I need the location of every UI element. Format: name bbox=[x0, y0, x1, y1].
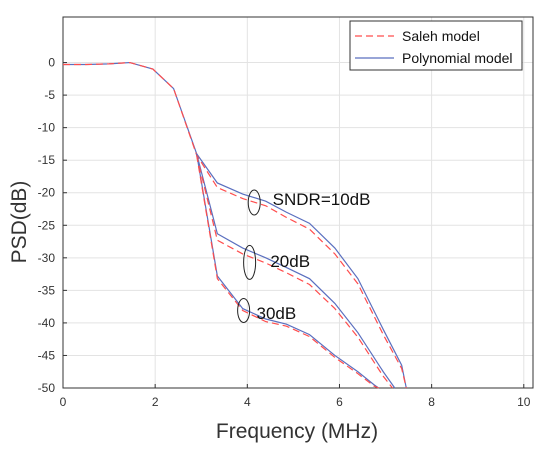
x-tick-label: 8 bbox=[428, 395, 435, 409]
saleh-line-30db bbox=[196, 154, 379, 389]
y-tick-label: 0 bbox=[48, 56, 55, 70]
annotation-label-2: 30dB bbox=[257, 304, 297, 323]
legend: Saleh model Polynomial model bbox=[349, 20, 523, 71]
y-axis-ticks: 0 -5 -10 -15 -20 -25 -30 -35 -40 -45 -50 bbox=[38, 56, 67, 395]
group-ellipse-2 bbox=[237, 298, 251, 324]
x-axis-ticks: 0 2 4 6 8 10 bbox=[60, 384, 531, 409]
saleh-line-sndr-10db bbox=[63, 61, 407, 389]
annotation-labels: SNDR=10dB 20dB 30dB bbox=[257, 190, 371, 323]
y-tick-label: -20 bbox=[38, 186, 56, 200]
x-axis-title: Frequency (MHz) bbox=[216, 420, 378, 443]
y-tick-label: -5 bbox=[44, 88, 55, 102]
y-tick-label: -25 bbox=[38, 218, 56, 232]
x-tick-label: 10 bbox=[517, 395, 531, 409]
y-tick-label: -30 bbox=[38, 251, 56, 265]
x-tick-label: 4 bbox=[244, 395, 251, 409]
polynomial-line-30db bbox=[196, 153, 379, 389]
y-tick-label: -40 bbox=[38, 316, 56, 330]
y-tick-label: -50 bbox=[38, 381, 56, 395]
saleh-line-20db bbox=[196, 154, 393, 389]
y-tick-label: -10 bbox=[38, 121, 56, 135]
legend-label-saleh: Saleh model bbox=[402, 28, 480, 44]
y-tick-label: -35 bbox=[38, 283, 56, 297]
x-tick-label: 0 bbox=[60, 395, 67, 409]
y-axis-title: PSD(dB) bbox=[8, 181, 31, 264]
grid-lines bbox=[62, 17, 533, 389]
y-tick-label: -15 bbox=[38, 153, 56, 167]
x-tick-label: 2 bbox=[152, 395, 159, 409]
polynomial-line-20db bbox=[196, 153, 396, 389]
group-ellipse-1 bbox=[243, 244, 257, 280]
series-lines bbox=[63, 61, 407, 389]
x-tick-label: 6 bbox=[336, 395, 343, 409]
y-tick-label: -45 bbox=[38, 348, 56, 362]
annotation-ellipses bbox=[237, 189, 261, 324]
legend-box bbox=[349, 20, 523, 71]
group-ellipse-0 bbox=[247, 189, 261, 216]
plot-area-frame bbox=[62, 16, 534, 389]
legend-label-polynomial: Polynomial model bbox=[402, 50, 513, 66]
annotation-label-0: SNDR=10dB bbox=[273, 190, 371, 209]
annotation-label-1: 20dB bbox=[270, 252, 310, 271]
